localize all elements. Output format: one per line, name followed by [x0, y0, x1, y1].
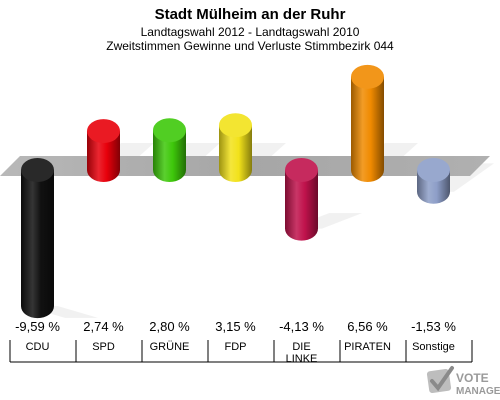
bar-body [285, 170, 318, 241]
bar-piraten [351, 64, 384, 182]
votemanager-logo: VOTE MANAGER [426, 366, 500, 397]
bar-cap [153, 118, 186, 143]
value-label: -9,59 % [15, 319, 60, 334]
chart-subtitle: Landtagswahl 2012 - Landtagswahl 2010 [141, 25, 360, 39]
logo-line-1: VOTE [456, 371, 489, 385]
bar-body [21, 170, 54, 319]
bar-cap [351, 64, 384, 89]
bar-grüne [153, 118, 186, 182]
checkmark-icon [426, 366, 454, 394]
bar-cap [417, 158, 450, 182]
category-label: SPD [92, 341, 115, 353]
bar-cdu [21, 158, 54, 319]
value-label: 2,74 % [83, 319, 124, 334]
bar-body [219, 125, 252, 182]
category-label: GRÜNE [150, 341, 190, 353]
bar-sonstige [417, 158, 450, 204]
category-label: DIE LINKE [286, 341, 318, 365]
bar-cap [285, 158, 318, 182]
bar-fdp [219, 113, 252, 182]
chart-subtitle-2: Zweitstimmen Gewinne und Verluste Stimmb… [106, 39, 394, 53]
bar-cap [21, 158, 54, 182]
logo-line-2: MANAGER [456, 386, 500, 397]
value-label: -4,13 % [279, 319, 324, 334]
value-label: 6,56 % [347, 319, 388, 334]
category-label: PIRATEN [344, 341, 391, 353]
value-label: 3,15 % [215, 319, 256, 334]
bar-body [351, 76, 384, 182]
bars [21, 64, 450, 319]
bar-die-linke [285, 158, 318, 241]
bar-spd [87, 119, 120, 182]
value-label: -1,53 % [411, 319, 456, 334]
value-label: 2,80 % [149, 319, 190, 334]
chart-title: Stadt Mülheim an der Ruhr [155, 6, 346, 23]
bar-body [153, 130, 186, 182]
category-labels: CDU SPD GRÜNE FDP DIE LINKE PIRATEN Sonstige [26, 341, 455, 365]
category-label: Sonstige [412, 341, 455, 353]
bar-body [87, 131, 120, 182]
category-label: FDP [225, 341, 247, 353]
x-axis-ticks [9, 340, 473, 362]
value-labels: -9,59 % 2,74 % 2,80 % 3,15 % -4,13 % 6,56 % -1… [15, 319, 456, 334]
bar-cap [219, 113, 252, 138]
bar-cap [87, 119, 120, 144]
category-label: CDU [26, 341, 50, 353]
